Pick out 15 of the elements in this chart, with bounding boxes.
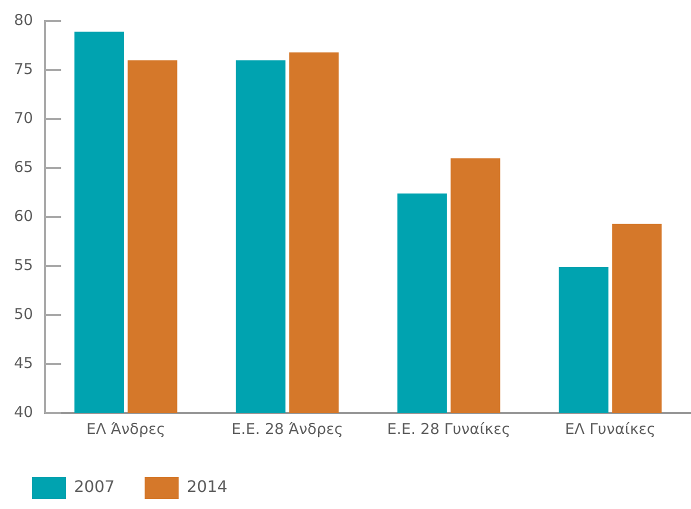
legend-label: 2014	[186, 477, 228, 496]
y-tick-label: 75	[14, 60, 34, 78]
x-tick-label: Ε.Ε. 28 Γυναίκες	[387, 420, 510, 438]
y-tick-label: 80	[14, 10, 34, 29]
y-tick-label: 50	[14, 304, 34, 323]
y-tick-label: 55	[14, 256, 34, 274]
y-tick-label: 40	[14, 402, 34, 421]
y-tick-label: 70	[14, 108, 34, 127]
legend-label: 2007	[74, 477, 115, 496]
y-tick-label: 60	[14, 206, 34, 225]
y-tick-label: 45	[14, 354, 34, 372]
x-tick-label: Ε.Ε. 28 Άνδρες	[232, 420, 344, 438]
x-tick-label: ΕΛ Άνδρες	[86, 420, 166, 438]
x-tick-label: ΕΛ Γυναίκες	[564, 420, 656, 438]
y-tick-label: 65	[14, 158, 34, 176]
